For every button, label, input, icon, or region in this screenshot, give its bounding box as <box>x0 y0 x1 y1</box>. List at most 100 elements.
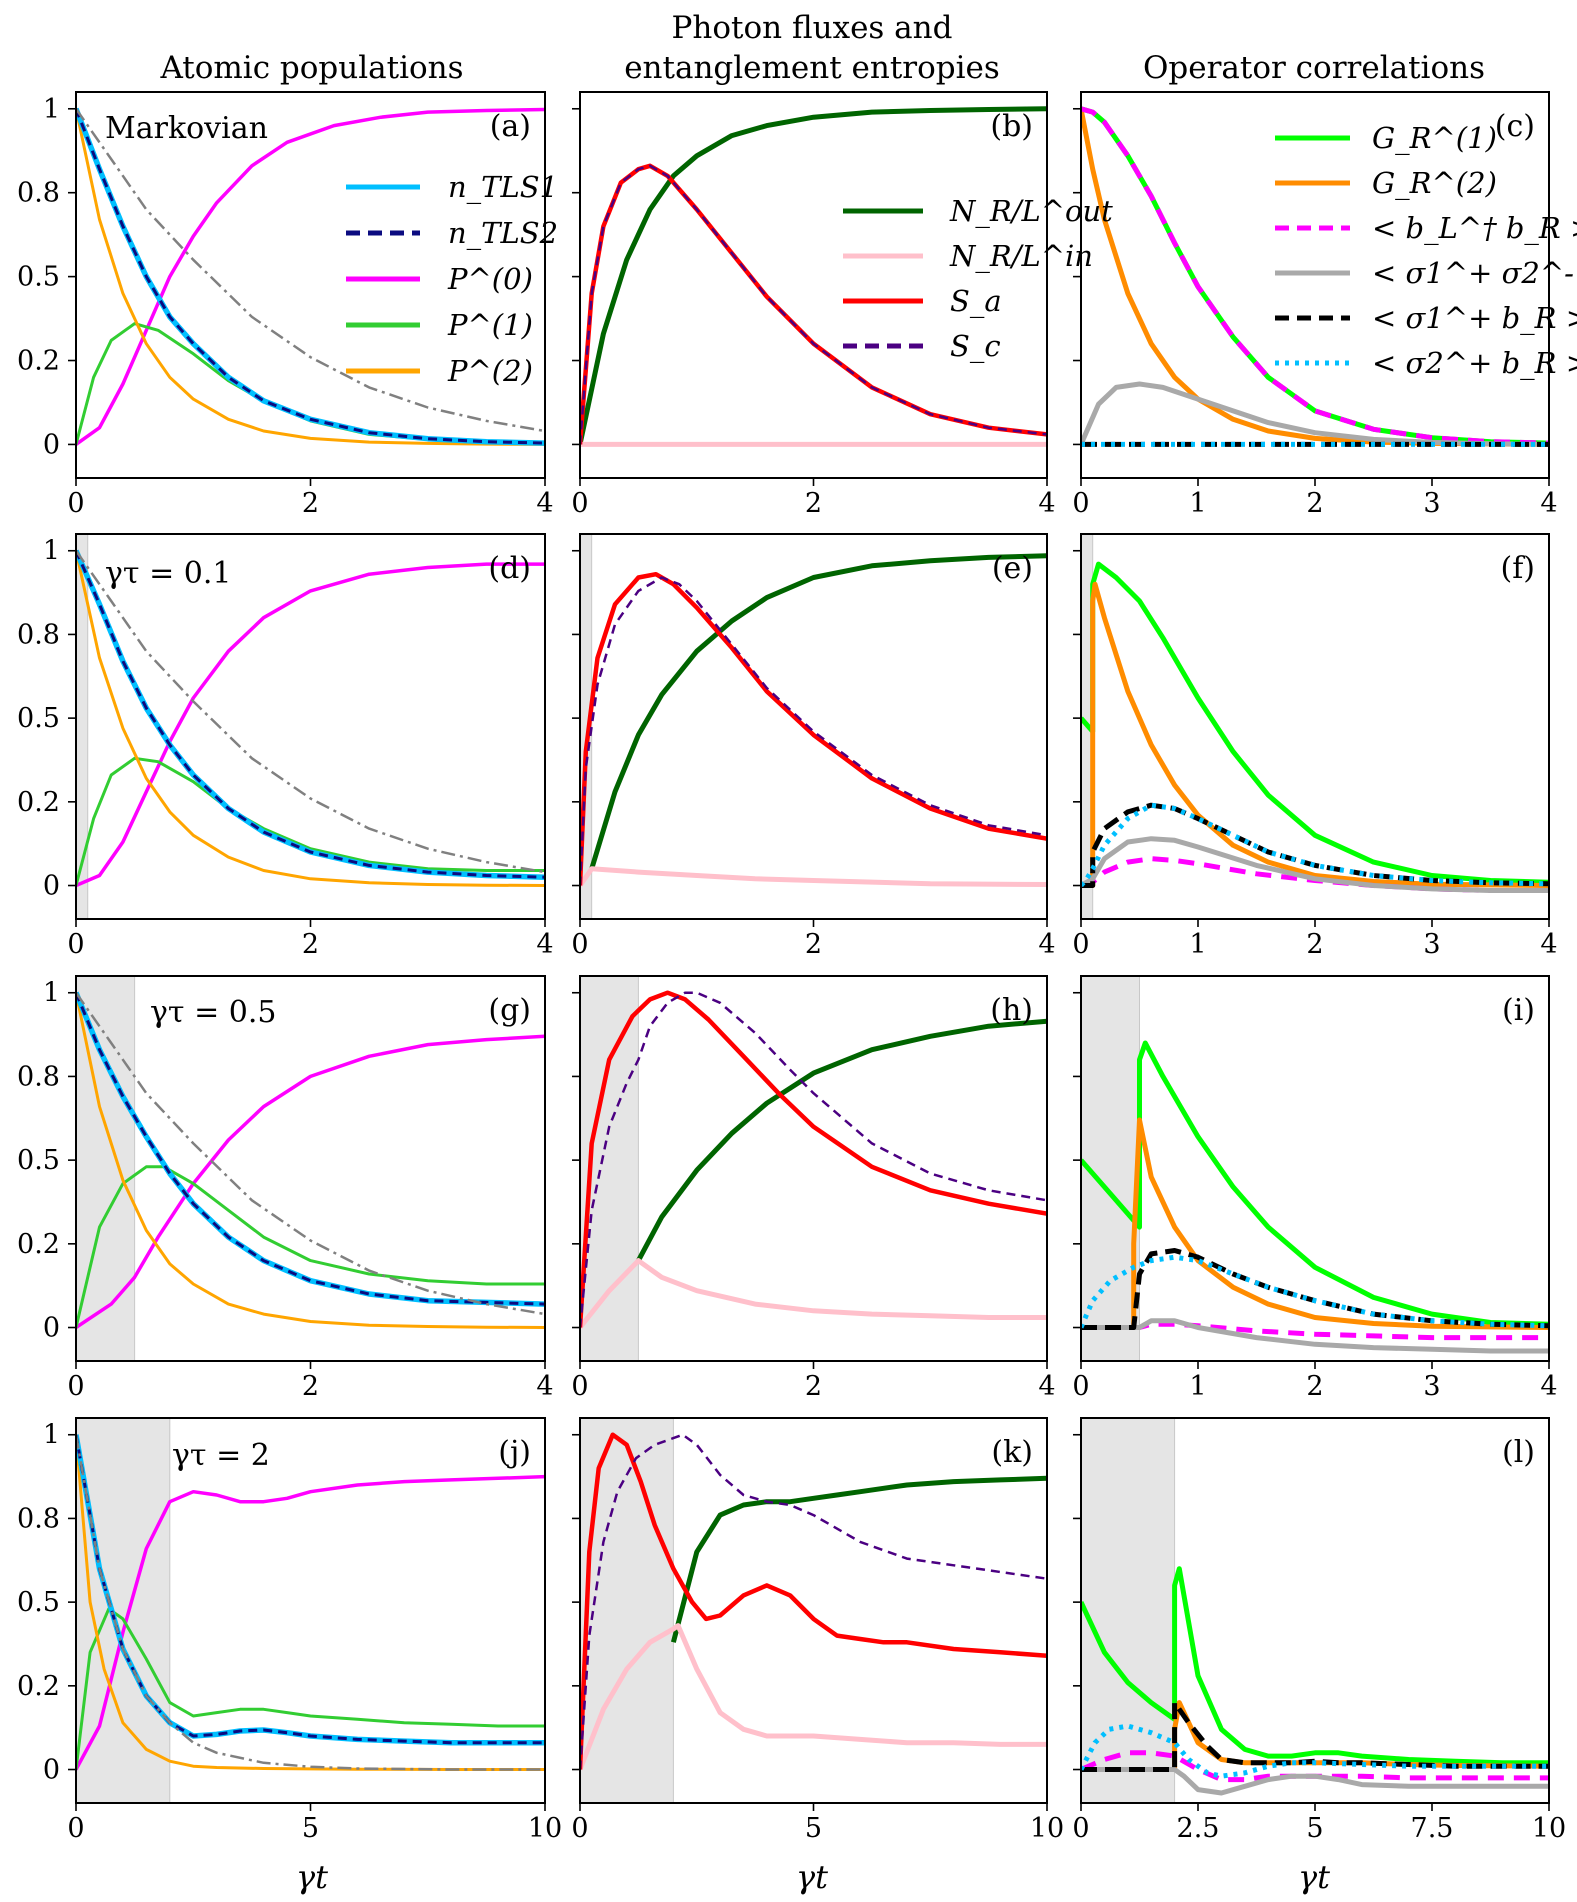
legend-label-p-1: P^(1) <box>447 308 533 342</box>
series-p-0 <box>76 1034 545 1329</box>
x-tick-label: 0 <box>1072 929 1089 960</box>
x-tick-label: 3 <box>1423 929 1440 960</box>
panel-e: 0 2 4 (e) <box>571 533 1056 960</box>
x-tick-label: 4 <box>1540 929 1557 960</box>
panel-h: 0 2 4 (h) <box>571 975 1056 1402</box>
panel-label: (d) <box>488 551 531 586</box>
y-tick-label: 0.5 <box>17 262 60 293</box>
series-p-1 <box>76 1607 545 1770</box>
series-s-c <box>580 164 1047 445</box>
series-p-2 <box>76 550 545 887</box>
legend-label-p-0: P^(0) <box>447 262 533 296</box>
x-tick-label: 1 <box>1189 929 1206 960</box>
y-tick-label: 1 <box>43 1420 60 1451</box>
series-group <box>76 991 545 1329</box>
x-tick-label: 2 <box>302 488 319 519</box>
series-2-b-r <box>1081 1254 1549 1329</box>
legend-correlations: G_R^(1) G_R^(2) < b_L^† b_R > < σ1^+ σ2^- >… <box>1275 121 1577 381</box>
x-tick-label: 2 <box>1306 488 1323 519</box>
panel-label: (c) <box>1495 109 1535 144</box>
series-group <box>580 106 1047 447</box>
series-b-l-b-r <box>1081 1750 1549 1783</box>
y-tick-label: 0.2 <box>17 1671 60 1702</box>
panel-label: (e) <box>992 551 1033 586</box>
series-n-r-l-out <box>589 553 1047 870</box>
legend-label-s-a: S_a <box>950 284 1002 319</box>
panel-label: (a) <box>490 109 531 144</box>
annotation-tau-0-5: γτ = 0.5 <box>150 995 276 1030</box>
panel-label: (g) <box>488 993 531 1028</box>
x-tick-label: 0 <box>67 929 84 960</box>
legend-label-s-c: S_c <box>950 329 1001 364</box>
delay-shading <box>579 1417 674 1804</box>
x-tick-label: 0 <box>67 488 84 519</box>
series-p-0 <box>76 1474 545 1771</box>
series-n-tls1 <box>76 549 545 880</box>
annotation-markovian: Markovian <box>105 111 268 146</box>
legend-label-b-l-b-r: < b_L^† b_R > <box>1372 211 1577 246</box>
series-n-tls2 <box>76 108 545 445</box>
x-tick-label: 10 <box>1532 1813 1566 1844</box>
series-g-r-1 <box>1081 561 1549 885</box>
x-tick-label: 4 <box>536 1371 553 1402</box>
series-s-c <box>580 576 1047 886</box>
x-tick-label: 10 <box>1030 1813 1064 1844</box>
y-tick-label: 0 <box>43 429 60 460</box>
legend-label-g-r-1: G_R^(1) <box>1372 121 1497 156</box>
series-g-r-2 <box>1081 1117 1549 1330</box>
series-g-r-1 <box>1081 1566 1549 1766</box>
panel-label: (h) <box>990 993 1033 1028</box>
legend-label-n-tls2: n_TLS2 <box>448 216 558 251</box>
x-tick-label: 5 <box>805 1813 822 1844</box>
x-tick-label: 2 <box>302 1371 319 1402</box>
column-title-fluxes-line2: entanglement entropies <box>624 50 1000 86</box>
x-tick-label: 2 <box>805 929 822 960</box>
axes-frame <box>1080 533 1550 920</box>
legend-label-p-2: P^(2) <box>447 354 533 388</box>
y-tick-label: 1 <box>43 536 60 567</box>
series-reference <box>76 549 545 874</box>
series-2-b-r <box>1081 802 1549 888</box>
series-n-r-l-out <box>670 1475 1047 1643</box>
x-axis-label-col1: γt <box>296 1858 328 1896</box>
x-tick-label: 2 <box>805 1371 822 1402</box>
x-tick-label: 0 <box>1072 1371 1089 1402</box>
panel-a: 0 2 4 0 0.2 0.5 0.8 1 (a) <box>17 91 554 519</box>
y-tick-label: 1 <box>43 978 60 1009</box>
x-tick-label: 0 <box>571 1371 588 1402</box>
panels-group: 0 2 400.20.50.81 (a)0 2 4(b)0 1 2 3 4(c)0 2 400.20.… <box>17 91 1566 1844</box>
series-n-tls2 <box>76 550 545 879</box>
series-n-r-l-in <box>580 1623 1047 1771</box>
x-tick-label: 0 <box>571 488 588 519</box>
series-b-l-b-r <box>1081 106 1549 446</box>
y-tick-label: 0.2 <box>17 1229 60 1260</box>
y-tick-label: 0.5 <box>17 1145 60 1176</box>
x-tick-label: 0 <box>67 1813 84 1844</box>
y-tick-label: 0.8 <box>17 178 60 209</box>
y-tick-label: 0.2 <box>17 346 60 377</box>
series-reference <box>76 108 545 433</box>
y-tick-label: 0.8 <box>17 1503 60 1534</box>
series-n-r-l-in <box>580 866 1047 887</box>
x-tick-label: 2 <box>302 929 319 960</box>
series-g-r-1 <box>1081 1040 1549 1327</box>
x-tick-label: 4 <box>1038 488 1055 519</box>
column-title-fluxes-line1: Photon fluxes and <box>672 10 953 46</box>
x-axis-label-col2: γt <box>796 1858 828 1896</box>
y-tick-label: 0 <box>43 871 60 902</box>
annotation-tau-0-1: γτ = 0.1 <box>105 556 231 591</box>
panel-label: (i) <box>1502 993 1535 1028</box>
x-tick-label: 2 <box>805 488 822 519</box>
series-n-tls2 <box>76 992 545 1306</box>
series-p-0 <box>76 562 545 888</box>
series-1-2 <box>1081 836 1549 893</box>
series-group <box>580 990 1047 1330</box>
x-tick-label: 4 <box>1540 1371 1557 1402</box>
legends-group: n_TLS1n_TLS2P^(0)P^(1)P^(2)N_R/L^outN_R/… <box>346 121 1577 388</box>
x-tick-label: 1 <box>1189 1371 1206 1402</box>
legend-populations: n_TLS1 n_TLS2 P^(0) P^(1) P^(2) <box>346 170 558 388</box>
series-p-2 <box>76 992 545 1329</box>
series-g-r-2 <box>1081 581 1549 888</box>
series-n-r-l-out <box>580 106 1047 445</box>
y-tick-label: 0.8 <box>17 619 60 650</box>
